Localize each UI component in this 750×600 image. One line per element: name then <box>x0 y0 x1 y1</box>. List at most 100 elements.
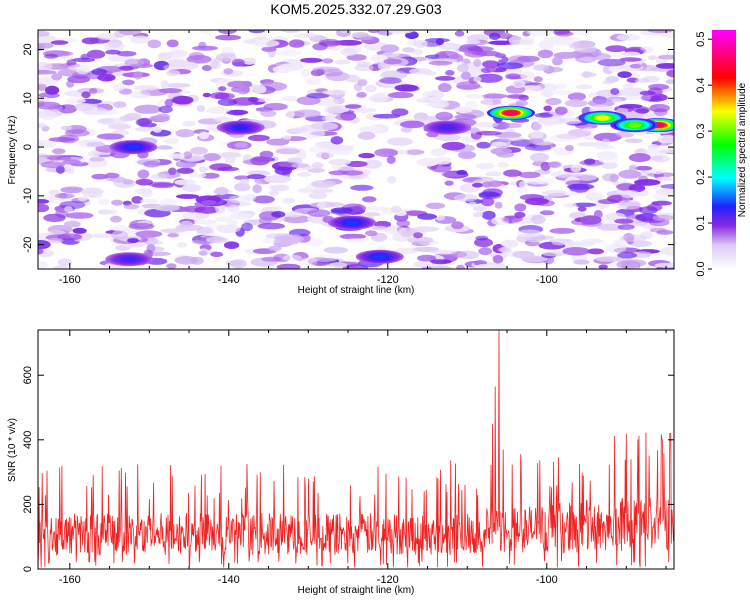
heatmap-blob <box>404 210 428 216</box>
heatmap-blob <box>172 52 187 61</box>
snr-frame <box>37 329 675 570</box>
heatmap-blob <box>358 152 375 159</box>
heatmap-blob <box>391 205 402 213</box>
heatmap-blob <box>224 155 236 164</box>
x-tick-label: -100 <box>536 574 558 586</box>
heatmap-peak <box>126 144 141 150</box>
heatmap-blob <box>633 179 661 186</box>
heatmap-blob <box>123 204 140 210</box>
chart-title: KOM5.2025.332.07.29.G03 <box>270 1 441 17</box>
heatmap-blob <box>45 85 60 95</box>
heatmap-blob <box>567 183 595 190</box>
spectrogram-y-axis: -20 -10 0 10 20 <box>22 43 674 253</box>
heatmap-blob <box>153 204 180 212</box>
heatmap-blob <box>225 260 243 266</box>
heatmap-blob <box>168 153 185 159</box>
heatmap-blob <box>428 60 453 66</box>
heatmap-blob <box>275 49 303 57</box>
heatmap-blob <box>291 163 309 168</box>
heatmap-blob <box>657 134 674 144</box>
colorbar-tick-label: 0.1 <box>695 215 707 230</box>
heatmap-blob <box>666 69 674 78</box>
heatmap-blob <box>134 188 153 195</box>
heatmap-blob <box>143 160 161 168</box>
heatmap-blob <box>306 238 323 247</box>
heatmap-blob <box>597 198 619 205</box>
heatmap-blob <box>202 153 222 162</box>
heatmap-blob <box>105 49 121 55</box>
heatmap-blob <box>597 58 626 67</box>
heatmap-blob <box>542 251 567 257</box>
heatmap-blob <box>538 40 554 50</box>
snr-series-line <box>38 330 674 568</box>
heatmap-blob <box>457 250 480 260</box>
heatmap-blob <box>182 212 209 220</box>
heatmap-blob <box>601 138 611 148</box>
heatmap-blob <box>482 181 493 188</box>
heatmap-blob <box>59 201 86 209</box>
heatmap-blob <box>87 150 101 158</box>
heatmap-blob <box>473 122 499 128</box>
heatmap-blob <box>358 34 374 40</box>
heatmap-blob <box>412 246 440 252</box>
heatmap-blob <box>272 65 293 74</box>
heatmap-blob <box>563 202 577 208</box>
heatmap-blob <box>340 47 358 57</box>
heatmap-blob <box>86 49 106 59</box>
heatmap-blob <box>525 178 547 185</box>
heatmap-blob <box>451 221 464 230</box>
heatmap-blob <box>282 254 302 262</box>
heatmap-blob <box>478 191 500 198</box>
heatmap-blob <box>453 106 473 114</box>
heatmap-blob <box>532 64 550 71</box>
heatmap-blob <box>595 256 623 262</box>
heatmap-blob <box>572 202 597 207</box>
heatmap-blob <box>386 137 414 146</box>
heatmap-blob <box>300 57 323 63</box>
heatmap-blob <box>539 210 555 216</box>
heatmap-blob <box>214 187 229 196</box>
heatmap-blob <box>48 189 61 196</box>
heatmap-blob <box>182 120 196 127</box>
heatmap-blob <box>540 90 554 97</box>
heatmap-blob <box>599 91 610 97</box>
heatmap-blob <box>473 58 482 67</box>
heatmap-blob <box>503 216 524 223</box>
heatmap-blob <box>474 238 493 248</box>
heatmap-blob <box>508 35 523 46</box>
heatmap-blob <box>455 264 466 269</box>
heatmap-blob <box>426 265 452 269</box>
heatmap-blob <box>38 139 57 149</box>
heatmap-blob <box>252 195 275 204</box>
heatmap-blob <box>353 82 363 92</box>
heatmap-blob <box>416 157 439 167</box>
heatmap-blob <box>345 74 360 83</box>
heatmap-blob <box>629 63 642 69</box>
heatmap-blob <box>503 169 522 177</box>
y-tick-label: 600 <box>22 366 34 384</box>
snr-panel: -160 -140 -120 -100 0 200 400 600 Height of st… <box>7 329 675 596</box>
heatmap-blob <box>330 136 344 145</box>
snr-x-label: Height of straight line (km) <box>298 585 415 596</box>
heatmap-blob <box>64 129 90 137</box>
heatmap-blob <box>655 63 674 69</box>
heatmap-blob <box>271 205 283 212</box>
heatmap-blob <box>221 46 234 56</box>
heatmap-blob <box>128 222 155 230</box>
heatmap-blob <box>293 109 321 118</box>
heatmap-blob <box>38 248 44 255</box>
heatmap-blob <box>668 249 674 255</box>
heatmap-blob <box>311 254 339 262</box>
heatmap-blob <box>46 155 72 161</box>
heatmap-blob <box>349 107 377 114</box>
colorbar-gradient <box>712 30 736 269</box>
heatmap-blob <box>176 167 195 174</box>
heatmap-blob <box>394 84 419 92</box>
heatmap-blob <box>165 82 192 88</box>
heatmap-blob <box>175 194 200 199</box>
heatmap-blob <box>48 237 64 244</box>
heatmap-blob <box>48 137 76 142</box>
heatmap-blob <box>364 212 381 217</box>
heatmap-blob <box>152 126 162 133</box>
